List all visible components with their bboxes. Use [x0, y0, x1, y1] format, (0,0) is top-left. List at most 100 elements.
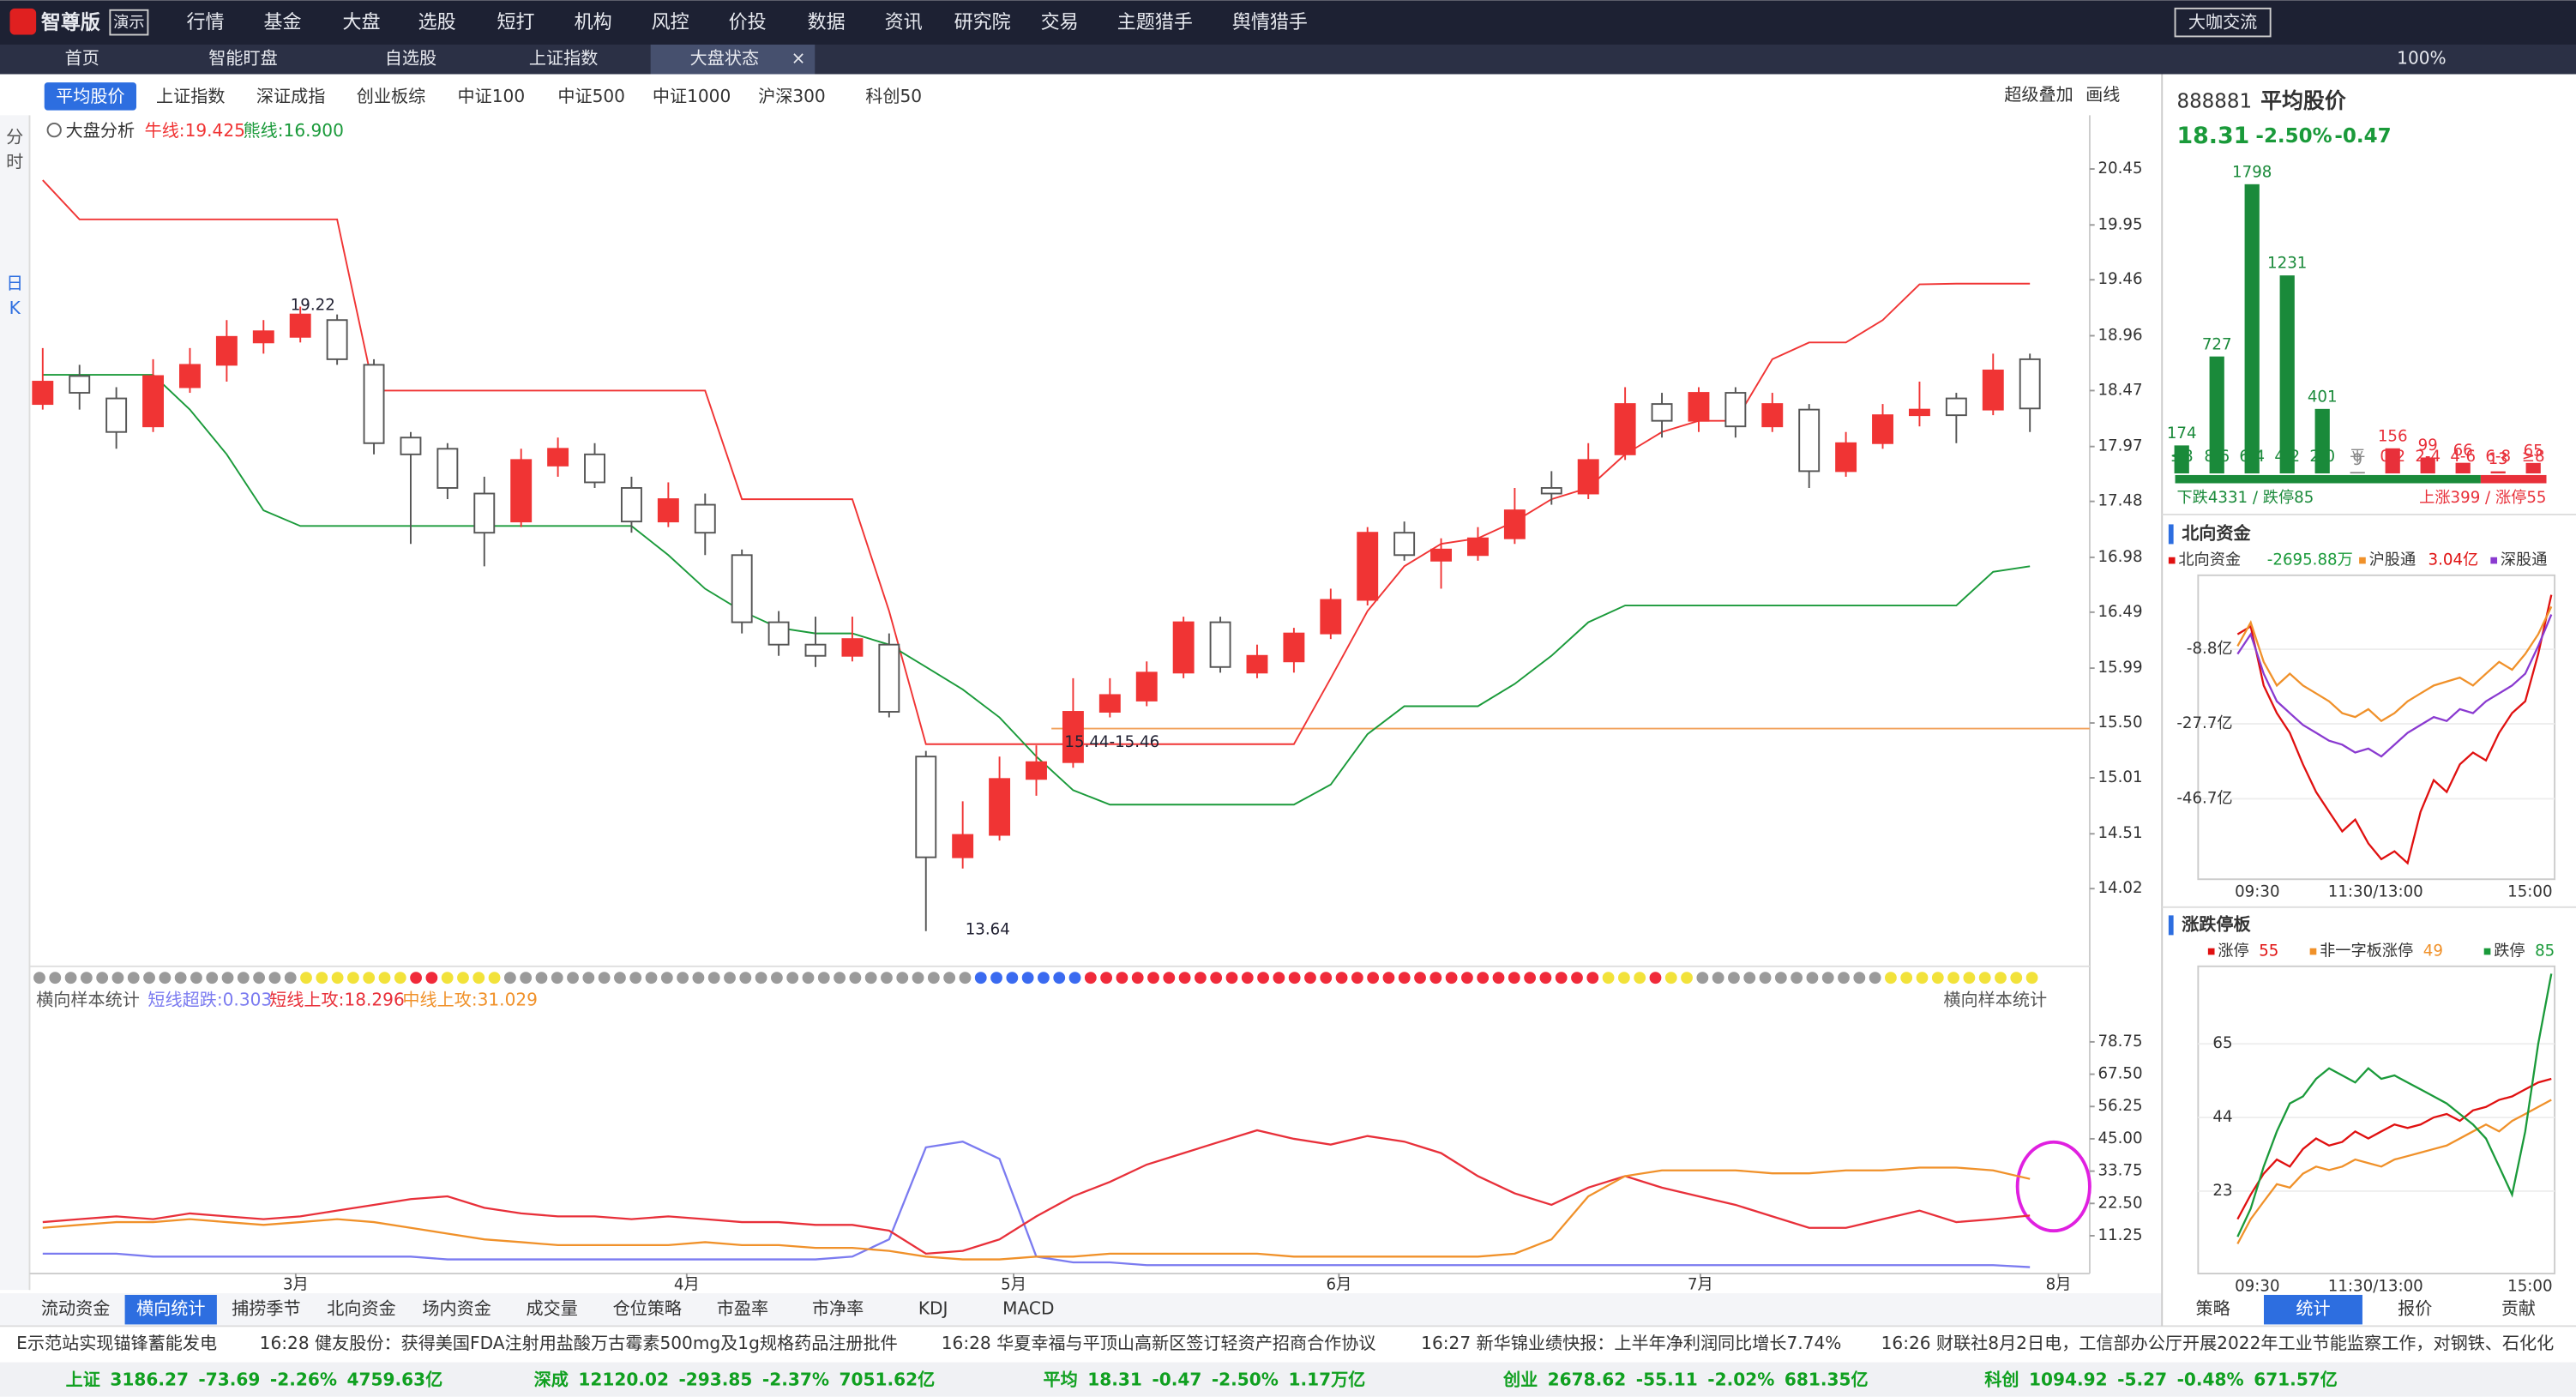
side-tab[interactable]: K — [9, 298, 21, 318]
index-tab-row — [0, 74, 2163, 116]
index-tab[interactable]: 科创50 — [865, 86, 922, 106]
index-tab[interactable]: 平均股价 — [56, 86, 124, 106]
fall-bar — [2175, 474, 2481, 484]
bottom-tab[interactable]: 仓位策略 — [613, 1298, 682, 1319]
bar-category-label: ≥8 — [2522, 448, 2545, 466]
bar-value-label: 156 — [2378, 427, 2408, 445]
right-tab[interactable]: 统计 — [2296, 1298, 2330, 1319]
menu-item[interactable]: 资讯 — [885, 12, 923, 33]
menu-item[interactable]: 选股 — [418, 12, 456, 33]
bottom-tab[interactable]: 成交量 — [527, 1298, 578, 1319]
menu-item[interactable]: 主题猎手 — [1117, 12, 1193, 33]
index-tab[interactable]: 深证成指 — [256, 86, 325, 106]
tab[interactable]: 大盘状态 — [690, 48, 759, 69]
analysis-icon[interactable] — [46, 123, 62, 138]
right-tab[interactable]: 策略 — [2195, 1298, 2230, 1319]
bar-category-label: 6-8 — [2485, 448, 2511, 466]
side-tab[interactable]: 分 — [6, 127, 23, 148]
legend-entry: 沪股通 — [2369, 551, 2417, 569]
bottom-tab[interactable]: KDJ — [918, 1298, 948, 1319]
status-dot — [2025, 972, 2038, 985]
menu-item[interactable]: 短打 — [497, 12, 535, 33]
candle-body — [1945, 397, 1967, 417]
bar-category-label: 2-0 — [2309, 448, 2335, 466]
right-tab[interactable]: 贡献 — [2501, 1298, 2536, 1319]
status-field: 681.35亿 — [1785, 1369, 1869, 1389]
title-marker — [2168, 524, 2174, 545]
series-line — [2236, 594, 2553, 865]
menu-item[interactable]: 机构 — [575, 12, 612, 33]
news-item[interactable]: 16:26 财联社8月2日电，工信部办公厅开展2022年工业节能监察工作，对钢铁… — [1881, 1333, 2555, 1353]
y-tick-label: 17.97 — [2098, 437, 2142, 455]
menu-item[interactable]: 数据 — [808, 12, 846, 33]
tab[interactable]: 首页 — [65, 48, 99, 69]
menu-item[interactable]: 大盘 — [342, 12, 380, 33]
bottom-tab[interactable]: 市净率 — [812, 1298, 864, 1319]
news-item[interactable]: E示范站实现锚锋蓄能发电 — [16, 1333, 217, 1353]
status-field: -5.27 — [2117, 1369, 2167, 1389]
tab-close[interactable]: × — [791, 48, 806, 69]
index-tab[interactable]: 中证100 — [458, 86, 526, 106]
menu-item[interactable]: 价投 — [729, 12, 767, 33]
bottom-tab[interactable]: 捕捞季节 — [232, 1298, 300, 1319]
status-dot — [206, 972, 219, 985]
status-dot — [1712, 972, 1724, 985]
side-tab[interactable]: 日 — [6, 273, 23, 293]
bottom-tab[interactable]: 流动资金 — [41, 1298, 110, 1319]
legend-swatch — [2168, 557, 2176, 564]
bottom-tab[interactable]: MACD — [1002, 1298, 1054, 1319]
status-dot — [1900, 972, 1913, 985]
bottom-tab[interactable]: 市盈率 — [717, 1298, 768, 1319]
status-dot — [221, 972, 234, 985]
status-dot — [1571, 972, 1583, 985]
overlay-button[interactable]: 超级叠加 — [2004, 84, 2073, 105]
bottom-tab[interactable]: 横向统计 — [136, 1298, 205, 1319]
side-tab[interactable]: 时 — [6, 151, 23, 172]
analysis-label[interactable]: 大盘分析 — [66, 120, 135, 141]
menu-item[interactable]: 风控 — [652, 12, 689, 33]
tab[interactable]: 上证指数 — [529, 48, 598, 69]
legend-swatch — [2207, 948, 2215, 955]
index-tab[interactable]: 创业板综 — [357, 86, 425, 106]
news-item[interactable]: 16:27 新华锦业绩快报：上半年净利润同比增长7.74% — [1421, 1333, 1841, 1353]
menu-item[interactable]: 基金 — [264, 12, 302, 33]
draw-button[interactable]: 画线 — [2085, 84, 2120, 105]
trend-line — [42, 374, 2031, 806]
bottom-tab[interactable]: 场内资金 — [422, 1298, 491, 1319]
candle-body — [326, 319, 348, 360]
candle-body — [584, 453, 605, 484]
status-dot — [1492, 972, 1505, 985]
status-dot — [1398, 972, 1411, 985]
y-tick-label: 78.75 — [2098, 1033, 2142, 1051]
index-tab[interactable]: 上证指数 — [156, 86, 225, 106]
index-tab[interactable]: 中证1000 — [653, 86, 731, 106]
menu-item[interactable]: 交易 — [1041, 12, 1079, 33]
status-dot — [927, 972, 940, 985]
status-dot — [677, 972, 689, 985]
status-dot — [551, 972, 563, 985]
tab[interactable]: 智能盯盘 — [208, 48, 277, 69]
y-tick-label: 22.50 — [2098, 1194, 2142, 1212]
index-tab[interactable]: 中证500 — [557, 86, 625, 106]
menu-item[interactable]: 舆情猎手 — [1232, 12, 1308, 33]
status-dot — [1555, 972, 1568, 985]
news-item[interactable]: 16:28 健友股份：获得美国FDA注射用盐酸万古霉素500mg及1g规格药品注… — [260, 1333, 898, 1353]
tab[interactable]: 自选股 — [385, 48, 436, 69]
index-tab[interactable]: 沪深300 — [758, 86, 826, 106]
top-right-box[interactable] — [2174, 7, 2272, 38]
status-dot — [1131, 972, 1144, 985]
news-item[interactable]: 16:28 华夏幸福与平顶山高新区签订轻资产招商合作协议 — [942, 1333, 1376, 1353]
right-tab[interactable]: 报价 — [2398, 1298, 2432, 1319]
top-right-button[interactable]: 大咖交流 — [2188, 12, 2257, 33]
legend-entry: 短线超跌:0.303 — [147, 990, 272, 1010]
status-dot — [268, 972, 281, 985]
legend-entry: 北向资金 — [2178, 551, 2241, 569]
status-dot — [1743, 972, 1756, 985]
status-dot — [1320, 972, 1333, 985]
status-dot — [786, 972, 799, 985]
bottom-tab[interactable]: 北向资金 — [327, 1298, 395, 1319]
menu-item[interactable]: 行情 — [186, 12, 224, 33]
price: 18.31 — [2176, 123, 2249, 149]
menu-item[interactable]: 研究院 — [954, 12, 1011, 33]
status-dot — [1664, 972, 1677, 985]
